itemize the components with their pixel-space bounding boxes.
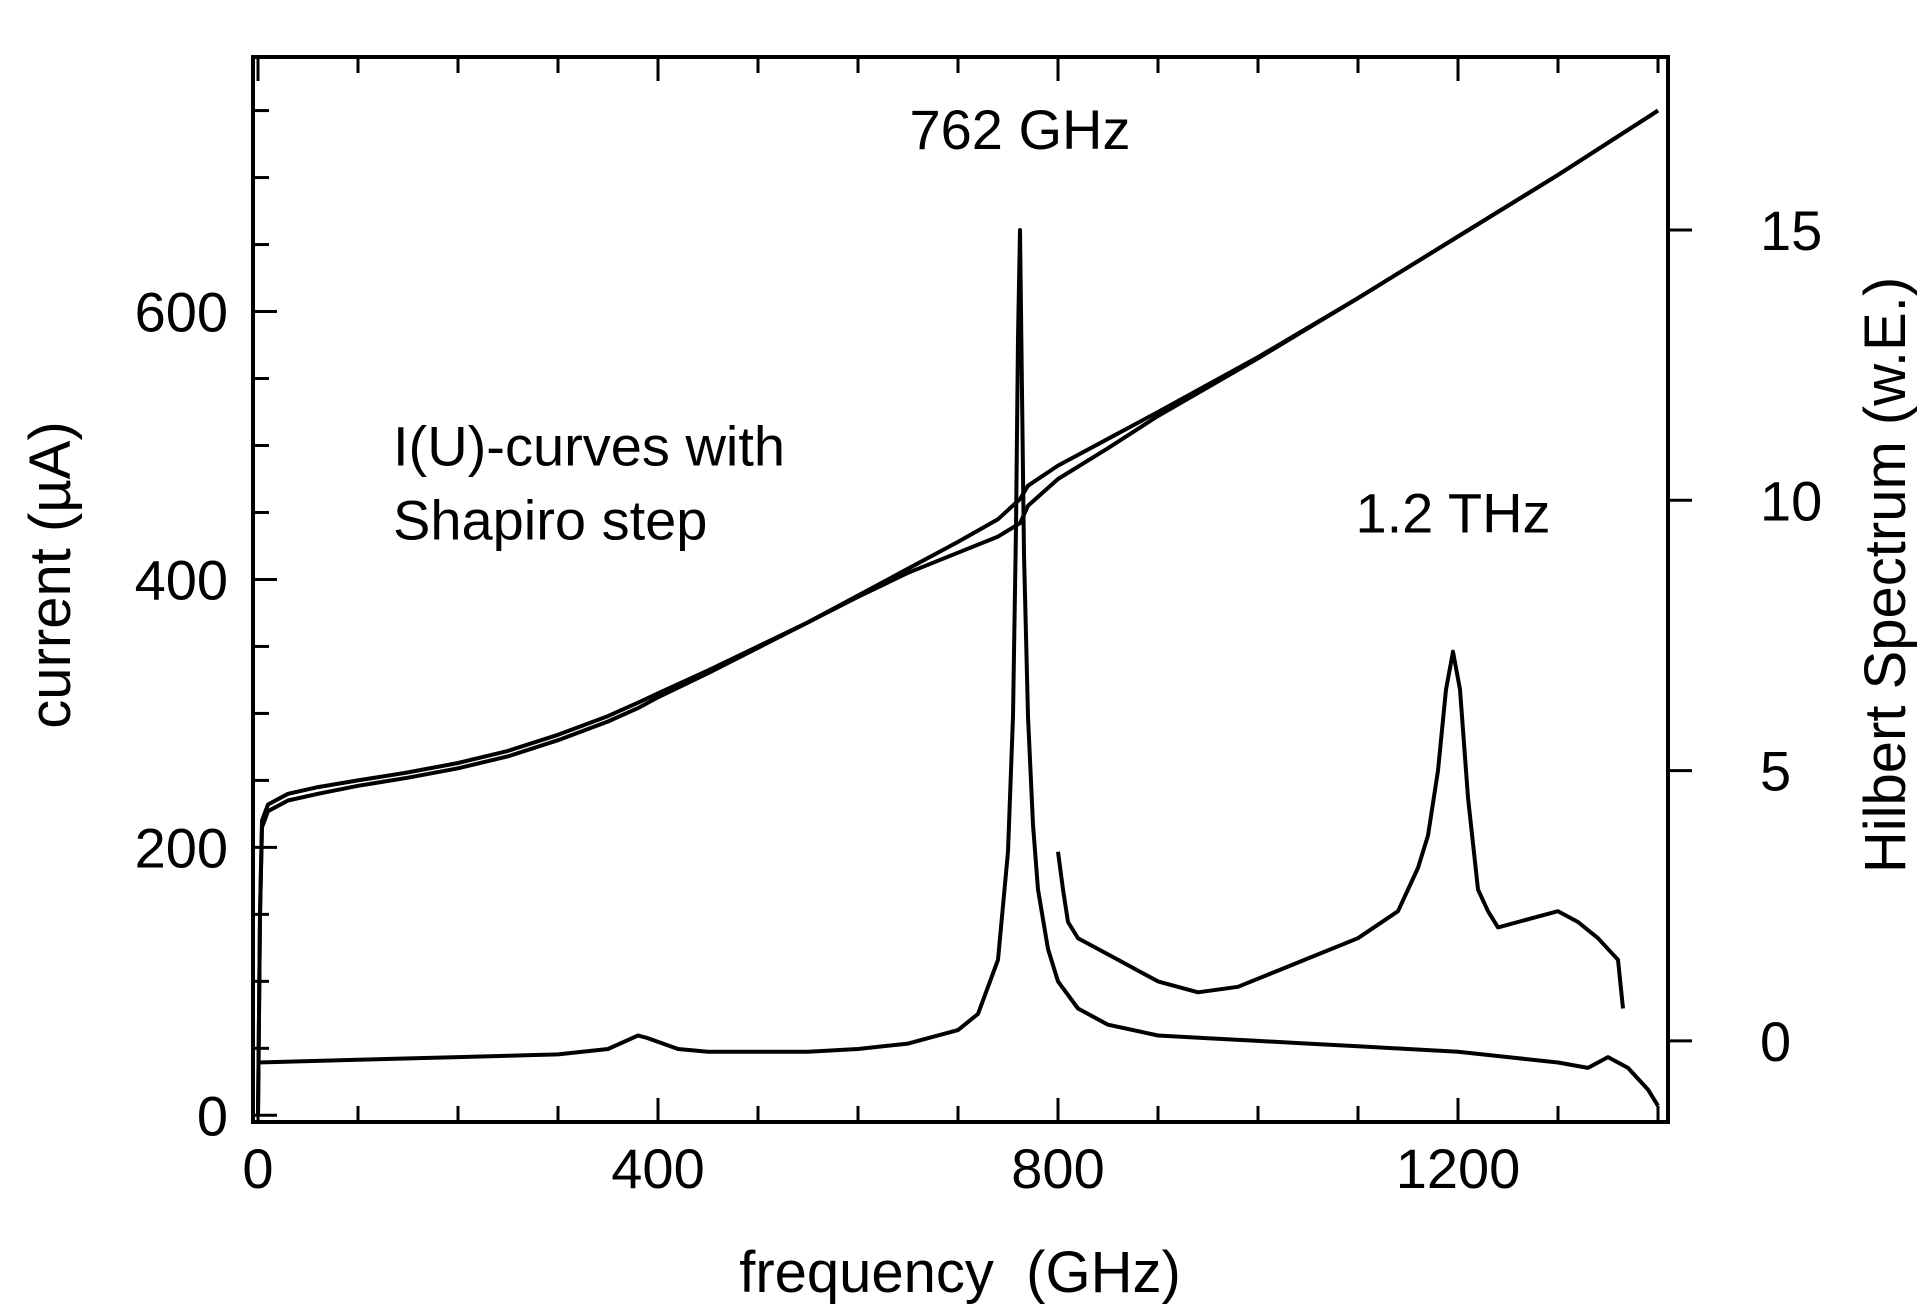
x-tick-label: 0 (242, 1137, 273, 1200)
x-tick-label: 800 (1011, 1137, 1104, 1200)
x-axis-label: frequency (GHz) (739, 1240, 1181, 1305)
y-tick-label-right: 15 (1760, 199, 1822, 262)
annotation-label: 762 GHz (910, 98, 1131, 161)
data-curves (256, 108, 1660, 1116)
axis-ticks (253, 57, 1692, 1122)
spectrum-curve (1056, 649, 1625, 1009)
x-tick-label: 400 (611, 1137, 704, 1200)
y-tick-label-right: 10 (1760, 469, 1822, 532)
annotation-label: 1.2 THz (1355, 482, 1550, 545)
annotation-label: I(U)-curves with (393, 415, 785, 478)
y-tick-label-left: 600 (135, 281, 228, 344)
y-tick-label-right: 5 (1760, 740, 1791, 803)
x-tick-label: 1200 (1396, 1137, 1521, 1200)
y-axis-label-right: Hilbert Spectrum (w.E.) (1853, 277, 1918, 873)
y-tick-label-left: 400 (135, 548, 228, 611)
iu-curve (256, 108, 1660, 1116)
y-tick-label-left: 200 (135, 816, 228, 879)
tick-labels: 0 400 800 1200 0 200 400 600 0 5 10 15 (135, 199, 1823, 1200)
spectrum-curve (257, 228, 1660, 1107)
plot-frame (251, 55, 1670, 1124)
annotation-label: Shapiro step (393, 488, 707, 551)
iu-curve (256, 108, 1660, 1116)
y-tick-label-left: 0 (197, 1084, 228, 1147)
y-tick-label-right: 0 (1760, 1010, 1791, 1073)
annotations: 762 GHz 1.2 THz I(U)-curves with Shapiro st… (393, 98, 1551, 551)
y-axis-label-left: current (µA) (18, 421, 83, 728)
